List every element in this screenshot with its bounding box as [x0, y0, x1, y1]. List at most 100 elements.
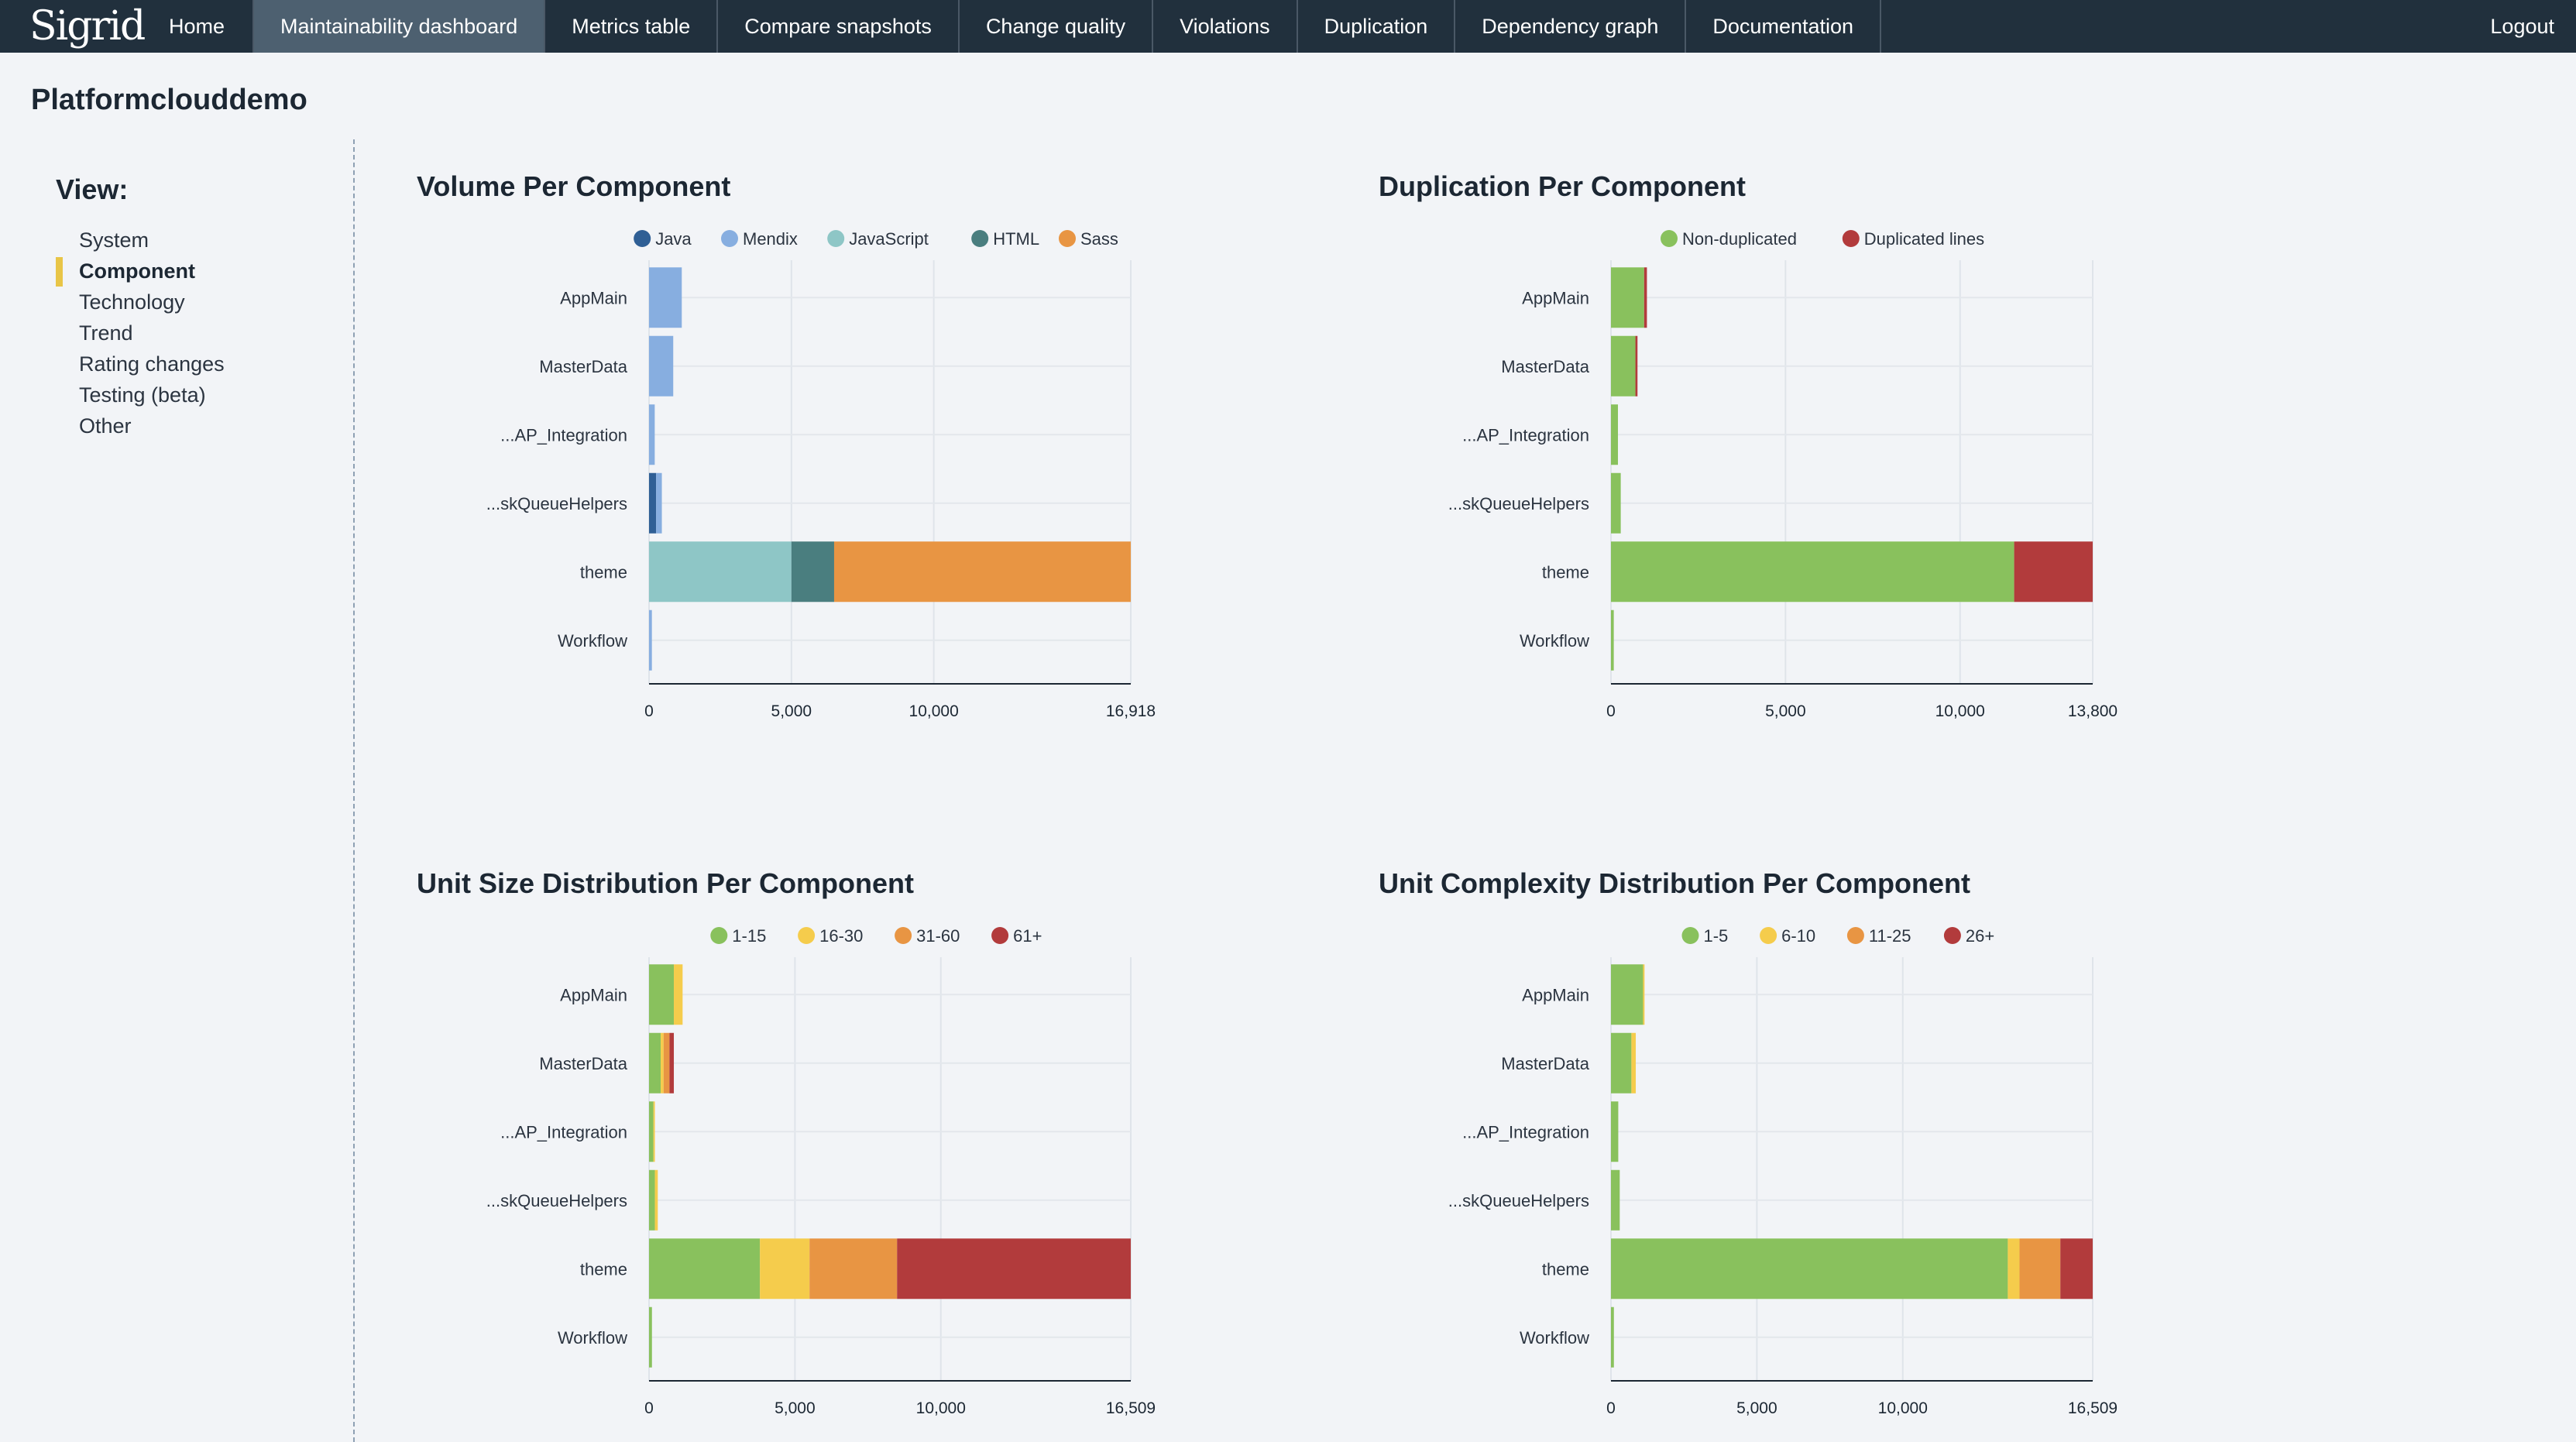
legend-marker: [1661, 230, 1678, 247]
bar-segment: [1611, 541, 2014, 603]
legend-label: Java: [655, 229, 692, 249]
category-label: Workflow: [1520, 1328, 1589, 1348]
x-tick-label: 0: [644, 702, 654, 720]
nav-dependency-graph[interactable]: Dependency graph: [1455, 0, 1687, 53]
legend-marker: [721, 230, 738, 247]
bar-segment: [649, 541, 792, 603]
category-label: theme: [1542, 1259, 1589, 1279]
chart-unit-size: AppMain MasterData ...AP_Integration ...skQ…: [486, 926, 1156, 1417]
category-label: Workflow: [1520, 631, 1589, 651]
category-label: MasterData: [1501, 357, 1589, 376]
category-label: ...AP_Integration: [500, 1122, 627, 1142]
view-item-other[interactable]: Other: [79, 414, 132, 438]
view-item-system[interactable]: System: [79, 228, 149, 252]
legend-label: 26+: [1966, 926, 1994, 946]
category-label: theme: [1542, 562, 1589, 582]
bar-segment: [649, 335, 674, 397]
nav-maintainability-dashboard[interactable]: Maintainability dashboard: [254, 0, 546, 53]
category-label: ...skQueueHelpers: [486, 1191, 627, 1210]
bar-segment: [1643, 964, 1645, 1025]
nav-items: Home Maintainability dashboard Metrics t…: [147, 0, 1882, 53]
chart-title-unit-complexity: Unit Complexity Distribution Per Compone…: [1379, 867, 1971, 899]
bar-segment: [760, 1238, 810, 1300]
view-item-trend[interactable]: Trend: [79, 321, 133, 345]
bar-segment: [1611, 1306, 1614, 1368]
view-label: View:: [56, 173, 129, 205]
sigrid-logo[interactable]: Sigrid: [29, 3, 146, 50]
view-item-testing[interactable]: Testing (beta): [79, 383, 206, 407]
bar-segment: [1643, 267, 1647, 328]
nav-change-quality[interactable]: Change quality: [960, 0, 1154, 53]
bar-segment: [1611, 964, 1643, 1025]
bar-segment: [649, 404, 655, 465]
bar-segment: [649, 472, 657, 534]
legend-label: 16-30: [819, 926, 863, 946]
view-item-component[interactable]: Component: [56, 256, 225, 287]
category-label: theme: [580, 1259, 627, 1279]
x-tick-label: 0: [644, 1399, 654, 1417]
bar-segment: [809, 1238, 898, 1300]
logout-link[interactable]: Logout: [2490, 14, 2554, 38]
legend-marker: [895, 927, 912, 944]
category-label: ...AP_Integration: [1462, 425, 1589, 445]
category-label: ...skQueueHelpers: [486, 494, 627, 513]
bar-segment: [1611, 1101, 1619, 1162]
category-label: Workflow: [558, 1328, 627, 1348]
view-item-technology[interactable]: Technology: [79, 290, 185, 314]
page-title: Platformclouddemo: [31, 84, 307, 116]
legend-marker: [1059, 230, 1076, 247]
bar-segment: [669, 1032, 675, 1094]
bar-segment: [1611, 1169, 1620, 1231]
chart-volume: AppMain MasterData ...AP_Integration ...skQ…: [486, 229, 1156, 720]
bar-segment: [649, 1169, 655, 1231]
category-label: AppMain: [1522, 288, 1589, 307]
bar-segment: [791, 541, 834, 603]
legend-marker: [710, 927, 728, 944]
legend-label: JavaScript: [849, 229, 929, 249]
bar-segment: [663, 1032, 670, 1094]
nav-violations[interactable]: Violations: [1153, 0, 1298, 53]
chart-duplication: AppMain MasterData ...AP_Integration ...skQ…: [1448, 229, 2117, 720]
view-item-rating-changes[interactable]: Rating changes: [79, 352, 225, 376]
nav-home[interactable]: Home: [147, 0, 255, 53]
category-label: theme: [580, 562, 627, 582]
x-tick-label: 10,000: [916, 1399, 966, 1417]
x-tick-label: 16,509: [1106, 1399, 1156, 1417]
category-label: ...skQueueHelpers: [1448, 1191, 1589, 1210]
legend-label: Mendix: [743, 229, 798, 249]
chart-title-volume: Volume Per Component: [417, 170, 731, 202]
nav-compare-snapshots[interactable]: Compare snapshots: [718, 0, 960, 53]
x-tick-label: 5,000: [775, 1399, 816, 1417]
legend-marker: [1842, 230, 1860, 247]
legend-label: Sass: [1080, 229, 1118, 249]
legend-label: 6-10: [1781, 926, 1815, 946]
bar-segment: [2008, 1238, 2020, 1300]
x-tick-label: 10,000: [1878, 1399, 1928, 1417]
category-label: AppMain: [1522, 985, 1589, 1004]
x-tick-label: 16,509: [2068, 1399, 2117, 1417]
bar-segment: [1631, 1032, 1637, 1094]
category-label: AppMain: [560, 985, 627, 1004]
legend-label: 1-5: [1704, 926, 1729, 946]
bar-segment: [2019, 1238, 2061, 1300]
legend-marker: [991, 927, 1009, 944]
bar-segment: [1611, 335, 1636, 397]
x-tick-label: 10,000: [909, 702, 959, 720]
bar-segment: [649, 964, 675, 1025]
x-tick-label: 0: [1606, 702, 1616, 720]
x-tick-label: 13,800: [2068, 702, 2117, 720]
legend-label: Non-duplicated: [1682, 229, 1797, 249]
category-label: ...AP_Integration: [1462, 1122, 1589, 1142]
category-label: MasterData: [539, 1054, 627, 1073]
category-label: ...AP_Integration: [500, 425, 627, 445]
category-label: Workflow: [558, 631, 627, 651]
x-tick-label: 5,000: [1765, 702, 1806, 720]
nav-duplication[interactable]: Duplication: [1298, 0, 1456, 53]
nav-documentation[interactable]: Documentation: [1686, 0, 1882, 53]
x-tick-label: 0: [1606, 1399, 1616, 1417]
nav-metrics-table[interactable]: Metrics table: [545, 0, 719, 53]
top-navigation: Sigrid Home Maintainability dashboard Me…: [0, 0, 2576, 53]
bar-segment: [653, 1101, 655, 1162]
sidebar: View: System Component Technology Trend …: [0, 139, 355, 1442]
